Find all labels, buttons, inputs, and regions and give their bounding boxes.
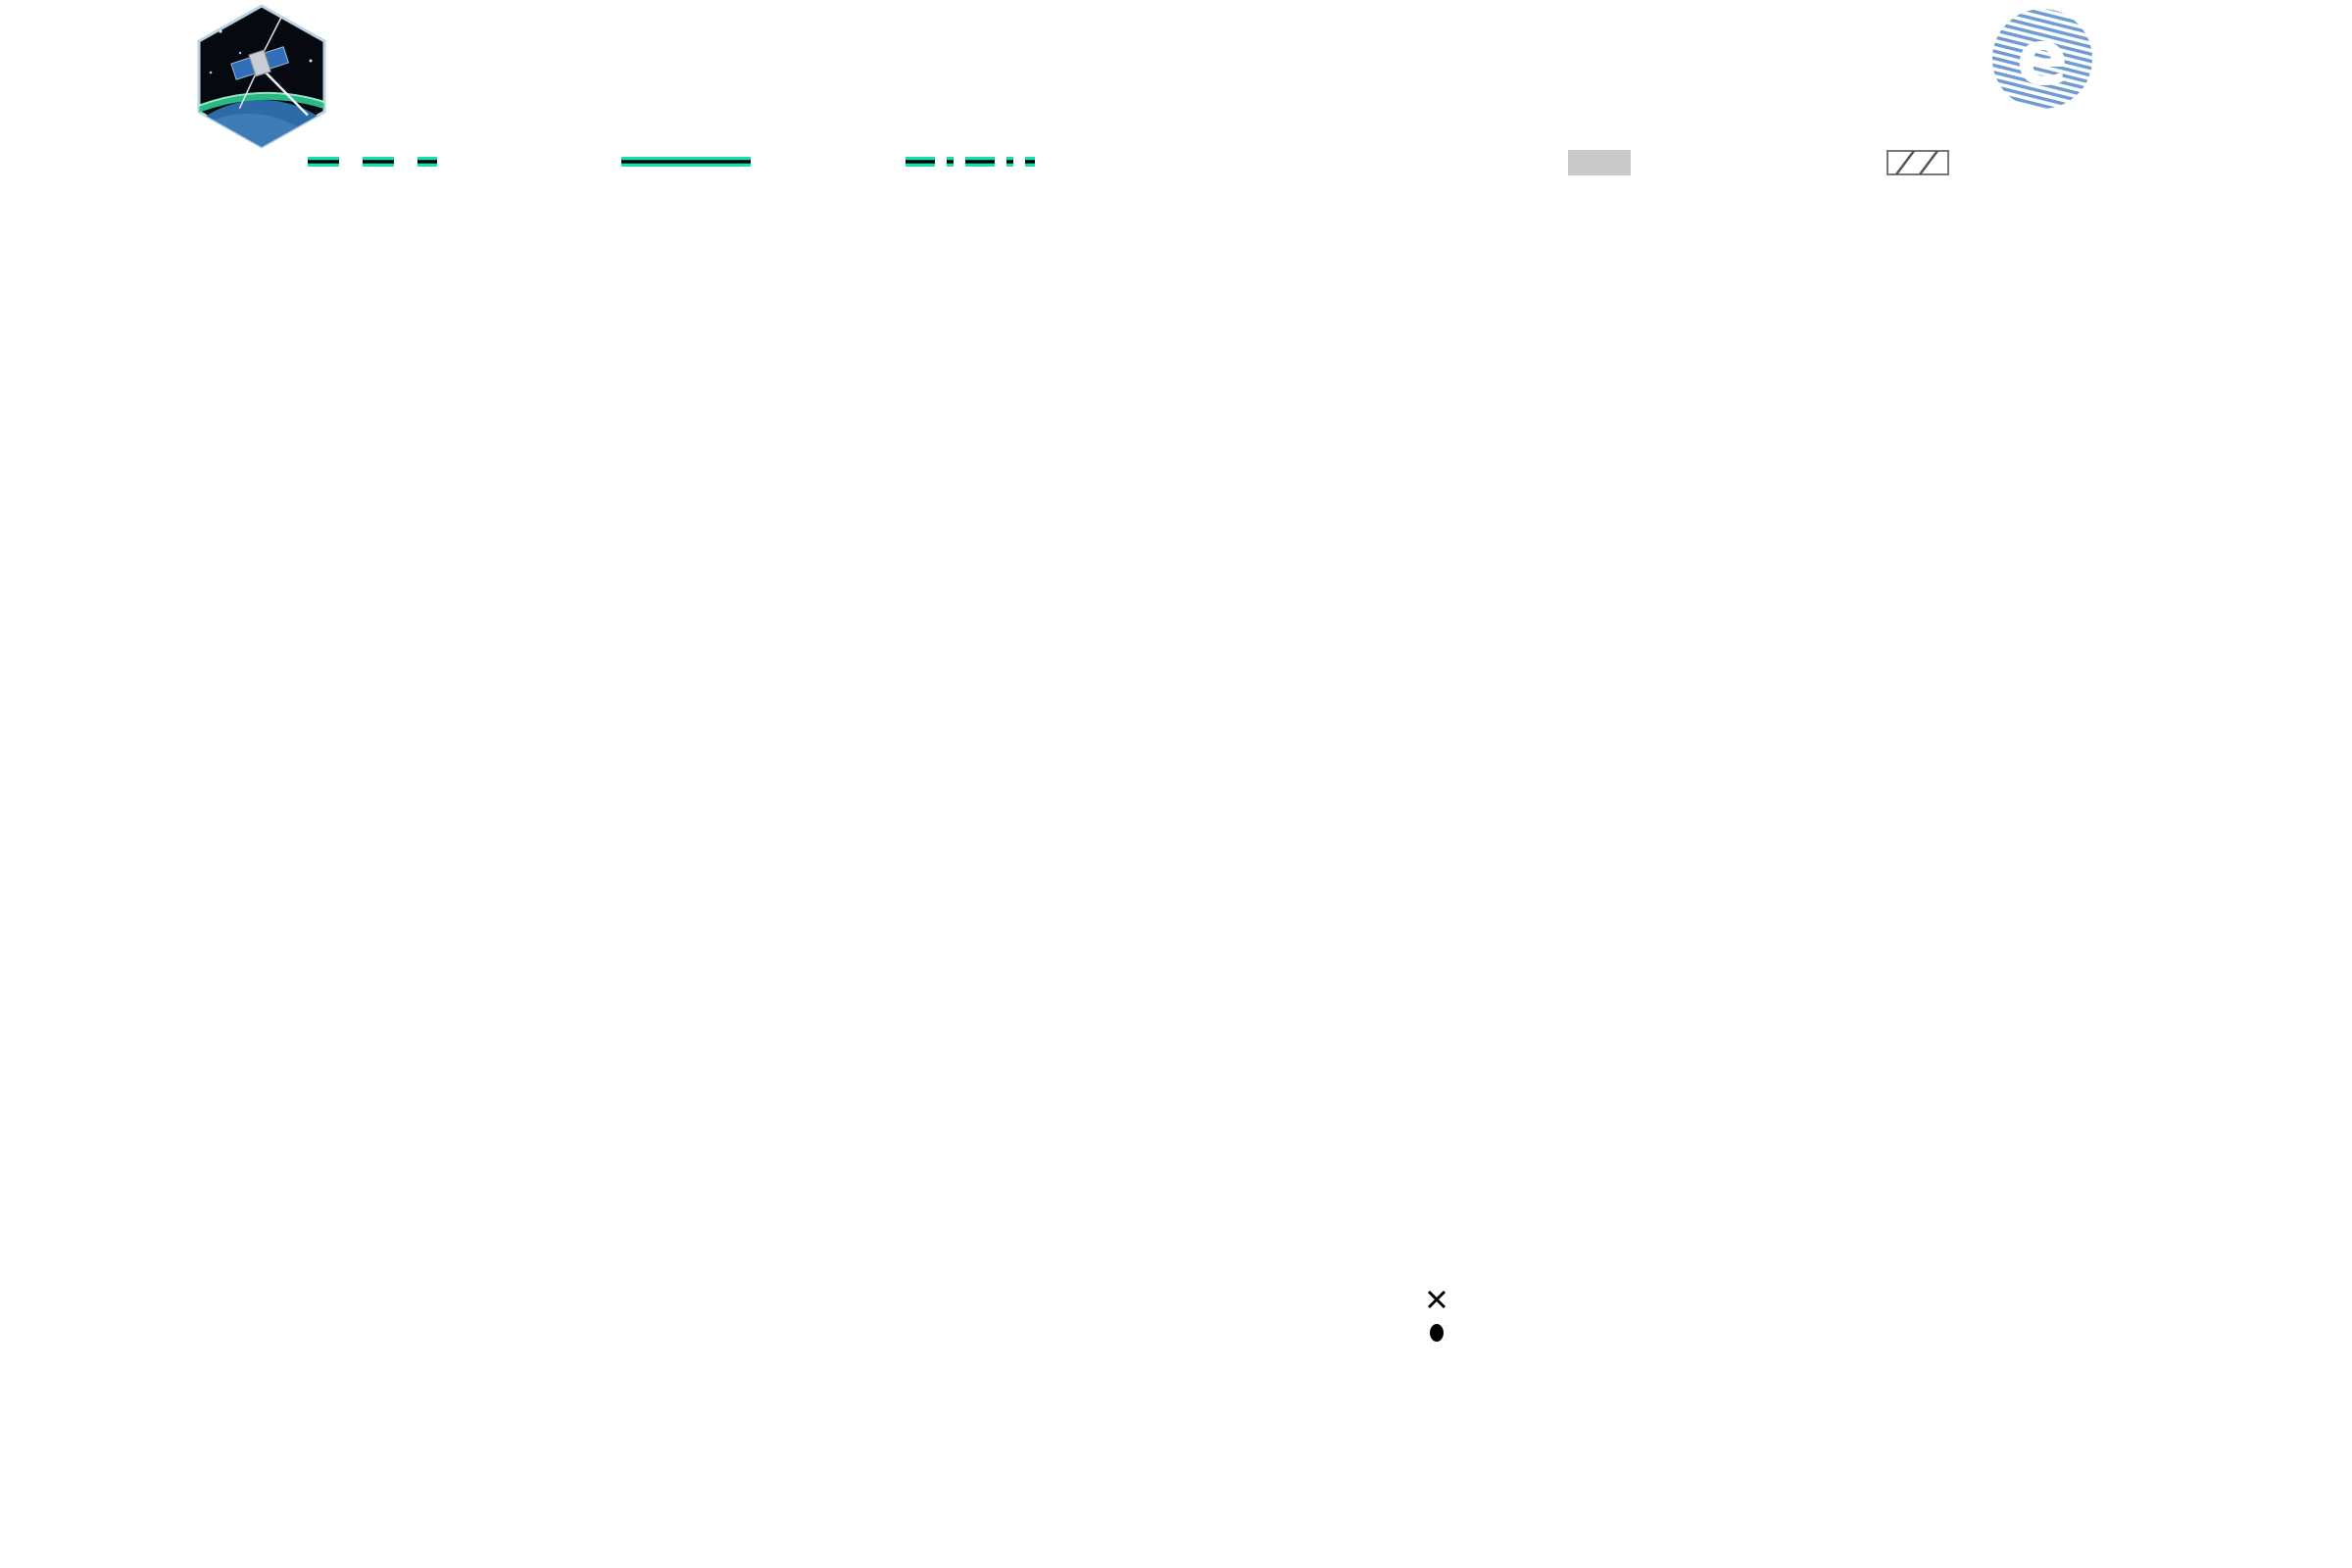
hatch-swatch-icon	[1886, 150, 1949, 175]
zenith-line-icon	[906, 157, 1035, 167]
cassiope-patch-icon	[197, 4, 326, 149]
esa-logo: e	[1989, 6, 2342, 114]
bfield-line-icon	[621, 157, 751, 167]
x-marker-icon	[1427, 1290, 1446, 1309]
anti-ram-line-icon	[308, 157, 437, 167]
eclipse-legend	[1563, 145, 2347, 180]
dot-marker-icon	[1430, 1324, 1444, 1342]
sc-axis-legend	[294, 145, 1098, 180]
cassiope-patch	[181, 2, 343, 149]
esa-logo-icon: e	[1992, 9, 2092, 109]
svg-text:e: e	[2017, 15, 2069, 103]
eclipse-swatch-icon	[1568, 150, 1631, 175]
